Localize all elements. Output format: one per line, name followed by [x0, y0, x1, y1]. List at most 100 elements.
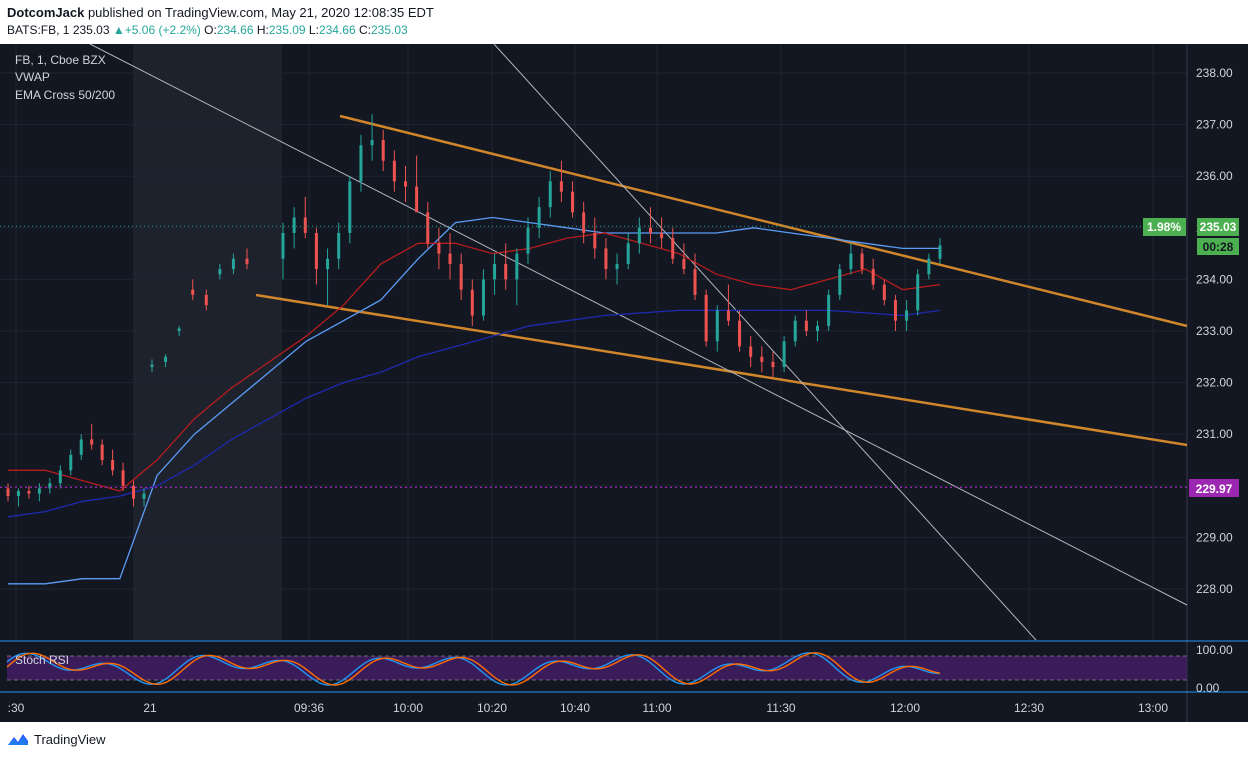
candle-body	[314, 232, 318, 270]
candle-body	[816, 325, 820, 331]
vwap-line	[8, 216, 940, 585]
candle-body	[37, 488, 41, 494]
price-tick-label: 228.00	[1196, 582, 1233, 596]
candle-body	[6, 488, 10, 497]
candle-body	[637, 227, 641, 244]
rsi-bottom-label: 0.00	[1196, 681, 1220, 695]
rsi-label[interactable]: Stoch RSI	[15, 653, 69, 667]
countdown-tag-text: 00:28	[1203, 240, 1234, 254]
candle-body	[548, 181, 552, 208]
time-tick-label: :30	[8, 701, 25, 715]
legend-vwap[interactable]: VWAP	[15, 70, 50, 84]
time-tick-label: 10:00	[393, 701, 423, 715]
ema-slow-line	[7, 309, 941, 518]
candle-body	[504, 263, 508, 280]
candle-body	[426, 212, 430, 244]
stoch-rsi-pane[interactable]: Stoch RSI 100.00 0.00	[0, 640, 1248, 695]
candle-body	[793, 320, 797, 342]
candle-body	[470, 289, 474, 316]
candle-body	[738, 320, 742, 347]
candle-body	[760, 356, 764, 362]
price-tick-label: 233.00	[1196, 324, 1233, 338]
symbol-label: BATS:FB, 1	[7, 23, 70, 37]
rsi-d-line	[6, 652, 941, 686]
candle-body	[132, 485, 136, 499]
tradingview-logo-icon[interactable]	[7, 731, 29, 747]
candle-body	[938, 245, 942, 259]
candle-body	[303, 217, 307, 233]
trendlines	[89, 44, 1188, 641]
last-price-tag	[1197, 218, 1239, 236]
trendline-shallow	[89, 44, 1188, 606]
high-value: 235.09	[268, 23, 306, 37]
legend-symbol[interactable]: FB, 1, Cboe BZX	[15, 53, 106, 67]
candle-body	[79, 439, 83, 455]
low-label: L:	[308, 23, 319, 37]
candle-body	[337, 232, 341, 259]
indicator-lines	[7, 216, 941, 585]
candle-body	[27, 490, 31, 494]
candle-body	[893, 300, 897, 321]
price-tags: 1.98% 235.03 00:28 229.97	[1143, 218, 1239, 497]
trendline-steep	[493, 44, 1037, 641]
candle-body	[218, 269, 222, 275]
candle-body	[849, 253, 853, 270]
candle-body	[749, 346, 753, 357]
last-price: 235.03	[72, 23, 110, 37]
candle-body	[231, 258, 235, 270]
up-arrow-icon: ▲	[112, 23, 125, 37]
time-tick-label: 12:00	[890, 701, 920, 715]
candle-body	[100, 444, 104, 460]
candle-body	[150, 364, 154, 368]
candle-body	[292, 217, 296, 233]
close-value: 235.03	[370, 23, 408, 37]
time-tick-label: 11:30	[766, 701, 795, 715]
candle-body	[526, 227, 530, 254]
candle-body	[715, 310, 719, 342]
candle-body	[326, 258, 330, 270]
ema-fast-line	[8, 232, 941, 492]
candles	[6, 114, 942, 507]
rsi-top-label: 100.00	[1196, 643, 1233, 657]
published-text: published on TradingView.com, May 21, 20…	[87, 5, 434, 20]
candle-body	[860, 253, 864, 270]
chart-canvas[interactable]: 238.00237.00236.00235.00234.00233.00232.…	[0, 44, 1248, 722]
chart-header: DotcomJack published on TradingView.com,…	[0, 0, 1248, 44]
ohlc-line: BATS:FB, 1 235.03 ▲+5.06 (+2.2%) O:234.6…	[7, 23, 408, 37]
channel-upper-line	[339, 114, 1188, 328]
time-tick-label: 21	[143, 701, 157, 715]
candle-body	[281, 232, 285, 259]
high-label: H:	[256, 23, 269, 37]
candle-body	[359, 145, 363, 182]
price-tick-label: 237.00	[1196, 118, 1233, 132]
candle-body	[164, 356, 168, 362]
footer: TradingView	[0, 722, 1248, 758]
price-change: +5.06 (+2.2%)	[124, 23, 201, 37]
candle-body	[804, 320, 808, 331]
candle-body	[69, 454, 73, 471]
candle-body	[245, 258, 249, 264]
time-tick-label: 10:20	[477, 701, 507, 715]
time-axis[interactable]: :30 21 09:36 10:00 10:20 10:40 11:00 11:30 12:00…	[8, 701, 1169, 715]
level-tag-text: 229.97	[1196, 482, 1233, 496]
candle-body	[905, 310, 909, 321]
candle-body	[671, 238, 675, 259]
candle-body	[16, 490, 20, 497]
legend-ema[interactable]: EMA Cross 50/200	[15, 88, 115, 102]
author-name[interactable]: DotcomJack	[7, 5, 85, 20]
candle-body	[827, 294, 831, 326]
level-tag	[1189, 479, 1239, 497]
candle-body	[604, 248, 608, 270]
candle-body	[916, 274, 920, 311]
candle-body	[559, 181, 563, 192]
percent-tag-text: 1.98%	[1147, 220, 1181, 234]
tradingview-brand[interactable]: TradingView	[34, 732, 106, 747]
price-tick-label: 232.00	[1196, 376, 1233, 390]
candle-body	[481, 279, 485, 316]
candle-body	[403, 181, 407, 187]
candle-body	[626, 243, 630, 264]
candle-body	[615, 263, 619, 270]
channel-lower-line	[255, 293, 1188, 447]
candle-body	[191, 289, 195, 295]
candle-body	[415, 186, 419, 213]
